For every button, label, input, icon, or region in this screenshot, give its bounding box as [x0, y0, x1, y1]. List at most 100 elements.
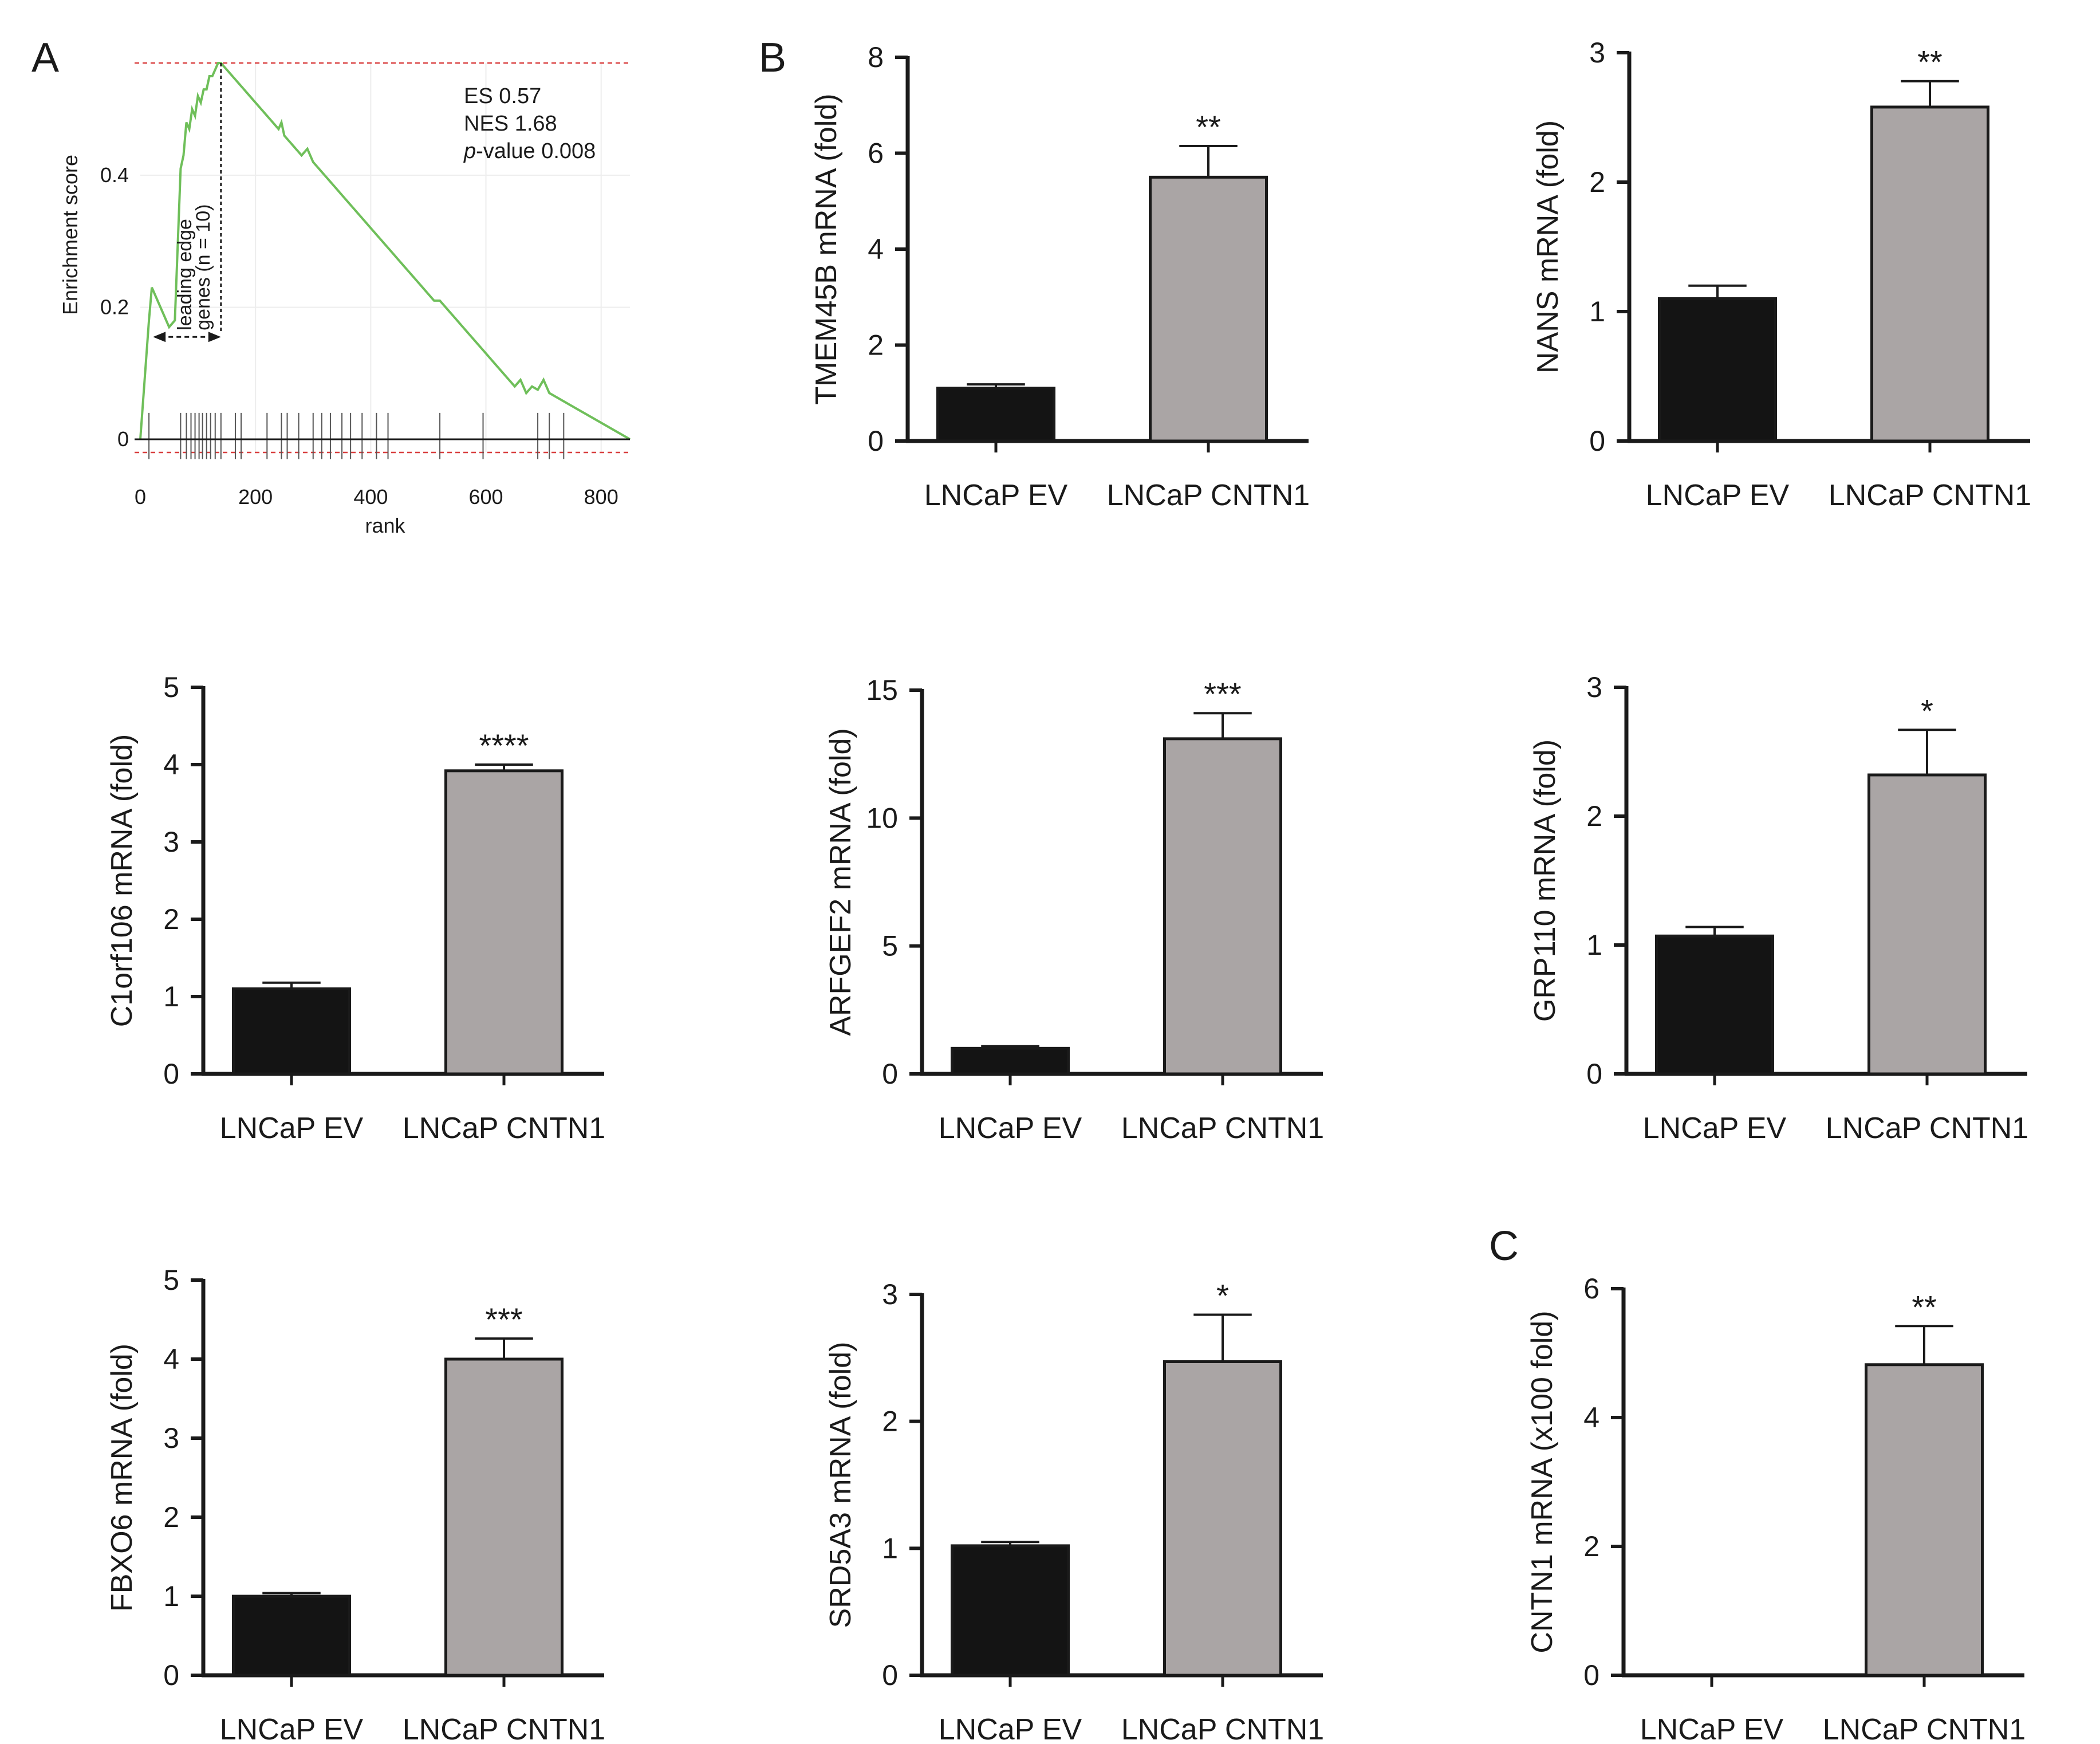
bar-chart-fbxo6: 0 1 2 3 4 5 FBXO6 mRNA (fold) LNCaP EV LNCaP …: [105, 1264, 605, 1744]
y-tick-label: 2: [868, 329, 884, 361]
significance-stars: **: [1196, 109, 1221, 145]
y-tick-label: 3: [1586, 671, 1602, 703]
significance-stars: ***: [485, 1301, 522, 1337]
bar-chart-cntn1: 0 2 4 6 CNTN1 mRNA (x100 fold) LNCaP EV LNC…: [1526, 1273, 2026, 1744]
bar-chart-nans: 0 1 2 3 NANS mRNA (fold) LNCaP EV LNCaP CNT…: [1531, 37, 2031, 512]
bar-chart-arfgef2: 0 5 10 15 ARFGEF2 mRNA (fold) LNCaP EV LNCa…: [824, 674, 1324, 1145]
bar-lncap-ev: [232, 987, 351, 1076]
significance-stars: ***: [1204, 676, 1241, 712]
y-tick-label: 1: [1586, 929, 1602, 961]
x-label-cntn1: LNCaP CNTN1: [1829, 479, 2031, 512]
x-label-cntn1: LNCaP CNTN1: [403, 1112, 605, 1145]
bar-marks: [1658, 80, 1989, 452]
bar-lncap-cntn1: [1870, 105, 1989, 443]
x-label-ev: LNCaP EV: [939, 1112, 1082, 1145]
gsea-y-tick-label: 0.2: [100, 295, 129, 318]
bar-lncap-cntn1: [1163, 1360, 1282, 1677]
y-axis-title: ARFGEF2 mRNA (fold): [824, 728, 857, 1036]
gsea-y-tick-label: 0: [117, 427, 129, 451]
bar-lncap-cntn1: [444, 769, 564, 1076]
y-tick-label: 4: [1583, 1402, 1599, 1434]
gsea-x-tick-labels: 0 200 400 600 800: [135, 485, 618, 509]
bar-lncap-cntn1: [1163, 737, 1282, 1076]
gsea-x-tick-label: 600: [468, 485, 503, 509]
y-axis-title: SRD5A3 mRNA (fold): [824, 1342, 857, 1628]
x-label-cntn1: LNCaP CNTN1: [1107, 479, 1310, 512]
bar-chart-tmem45b: 0 2 4 6 8 TMEM45B mRNA (fold) LNCaP EV LNCaP…: [810, 41, 1310, 512]
x-label-ev: LNCaP EV: [1646, 479, 1790, 512]
x-label-cntn1: LNCaP CNTN1: [1823, 1713, 2026, 1744]
gsea-p-value: p-value 0.008: [463, 139, 596, 163]
gsea-hit-markers: [148, 412, 565, 459]
y-tick-label: 1: [882, 1532, 898, 1564]
bar-marks: [1655, 729, 1987, 1085]
y-axis-title: C1orf106 mRNA (fold): [105, 734, 139, 1027]
bar-lncap-ev: [951, 1046, 1070, 1076]
y-tick-label: 4: [868, 233, 884, 265]
x-label-ev: LNCaP EV: [924, 479, 1068, 512]
significance-stars: **: [1912, 1289, 1937, 1325]
gsea-enrichment-plot: leading edge genes (n = 10) 0 0.2 0.4 0 …: [58, 62, 631, 537]
gsea-nes-value: NES 1.68: [464, 112, 557, 136]
gsea-y-axis-title: Enrichment score: [58, 155, 82, 315]
y-tick-label: 4: [163, 749, 179, 781]
y-tick-label: 2: [1586, 800, 1602, 832]
y-ticks: 0 1 2 3: [882, 1278, 922, 1691]
y-tick-label: 0: [163, 1659, 179, 1691]
y-tick-label: 2: [1589, 166, 1605, 198]
y-tick-label: 0: [1586, 1058, 1602, 1090]
significance-stars: ****: [479, 727, 529, 763]
y-tick-label: 0: [882, 1058, 898, 1090]
x-label-cntn1: LNCaP CNTN1: [403, 1713, 605, 1744]
x-label-cntn1: LNCaP CNTN1: [1826, 1112, 2028, 1145]
x-label-ev: LNCaP EV: [220, 1112, 364, 1145]
gsea-x-tick-label: 0: [135, 485, 146, 509]
y-tick-label: 2: [163, 1501, 179, 1533]
gsea-es-value: ES 0.57: [464, 84, 541, 108]
y-tick-label: 5: [882, 930, 898, 962]
significance-stars: *: [1921, 692, 1933, 729]
bar-marks: [1710, 1325, 1984, 1687]
y-tick-label: 4: [163, 1343, 179, 1375]
bar-lncap-cntn1: [444, 1357, 564, 1677]
significance-stars: *: [1216, 1277, 1229, 1313]
bar-lncap-cntn1: [1149, 175, 1268, 443]
y-tick-label: 3: [163, 826, 179, 858]
y-tick-label: 15: [866, 674, 898, 706]
leading-edge-label: leading edge: [174, 219, 196, 330]
panel-label-a: A: [31, 35, 59, 81]
y-tick-label: 5: [163, 671, 179, 703]
y-tick-label: 3: [882, 1278, 898, 1310]
gsea-x-tick-label: 400: [353, 485, 388, 509]
y-ticks: 0 1 2 3 4 5: [163, 1264, 203, 1691]
y-ticks: 0 2 4 6 8: [868, 41, 908, 457]
arrow-head-right: [208, 332, 221, 342]
x-label-ev: LNCaP EV: [939, 1713, 1082, 1744]
y-tick-label: 2: [882, 1406, 898, 1438]
y-ticks: 0 1 2 3 4 5: [163, 671, 203, 1090]
y-tick-label: 10: [866, 802, 898, 834]
y-ticks: 0 5 10 15: [866, 674, 922, 1090]
y-tick-label: 3: [163, 1422, 179, 1454]
y-tick-label: 0: [1589, 425, 1605, 457]
panel-label-c: C: [1489, 1223, 1519, 1269]
y-axis-title: GRP110 mRNA (fold): [1528, 739, 1562, 1022]
bar-chart-grp110: 0 1 2 3 GRP110 mRNA (fold) LNCaP EV LNCaP C…: [1528, 671, 2028, 1145]
p-value-italic-p: p: [463, 139, 476, 163]
leading-edge-genes-label: genes (n = 10): [192, 204, 214, 330]
y-tick-label: 2: [1583, 1530, 1599, 1562]
y-tick-label: 3: [1589, 37, 1605, 69]
y-ticks: 0 1 2 3: [1586, 671, 1626, 1090]
y-axis-title: NANS mRNA (fold): [1531, 120, 1565, 373]
bar-marks: [232, 763, 564, 1085]
leading-edge-annotation: leading edge genes (n = 10): [153, 63, 222, 342]
y-tick-label: 0: [882, 1659, 898, 1691]
x-label-cntn1: LNCaP CNTN1: [1121, 1713, 1324, 1744]
gsea-y-tick-label: 0.4: [100, 163, 129, 187]
x-label-ev: LNCaP EV: [1640, 1713, 1784, 1744]
y-tick-label: 6: [868, 137, 884, 170]
x-label-ev: LNCaP EV: [220, 1713, 364, 1744]
bar-lncap-ev: [1655, 934, 1774, 1076]
gsea-y-tick-labels: 0 0.2 0.4: [100, 163, 129, 451]
